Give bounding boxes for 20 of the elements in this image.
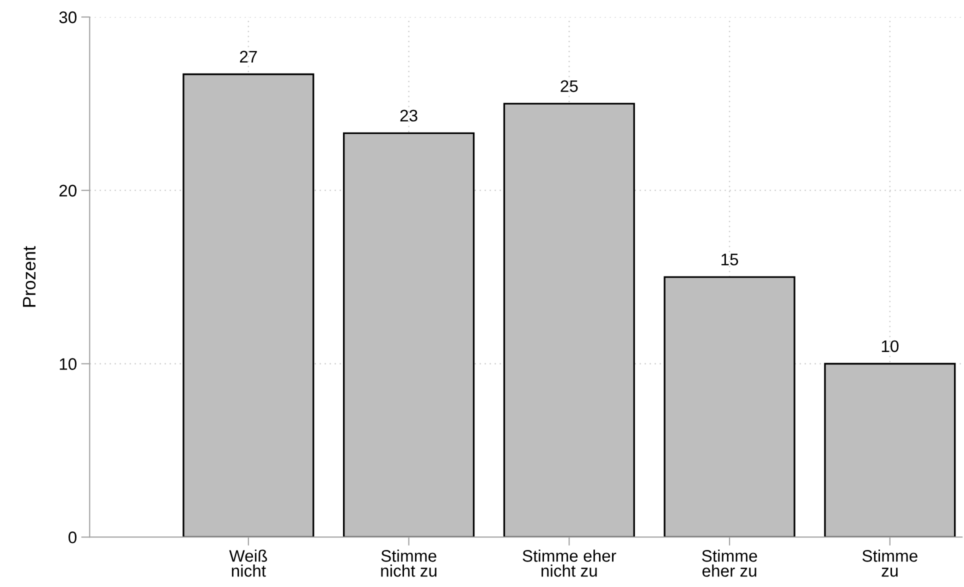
data-label: 25 bbox=[560, 80, 578, 92]
y-tick-label: 30 bbox=[59, 11, 76, 24]
bar bbox=[343, 132, 475, 538]
x-tick-label: Stimme zu bbox=[862, 550, 918, 577]
x-tick-label: Stimme eher nicht zu bbox=[522, 550, 616, 577]
y-tick-label: 0 bbox=[68, 532, 76, 544]
bar bbox=[824, 362, 956, 538]
x-tick-label: Stimme nicht zu bbox=[381, 550, 436, 577]
bar bbox=[664, 276, 796, 538]
data-label: 15 bbox=[722, 254, 738, 266]
y-axis-title: Prozent bbox=[23, 246, 36, 307]
y-tick-label: 20 bbox=[59, 184, 76, 197]
bar bbox=[503, 102, 635, 538]
y-tick-label: 10 bbox=[60, 358, 76, 370]
bar bbox=[182, 73, 314, 538]
data-label: 23 bbox=[400, 110, 418, 122]
data-label: 27 bbox=[240, 50, 257, 62]
x-tick-label: Weiß nicht bbox=[229, 550, 268, 577]
data-label: 10 bbox=[882, 340, 899, 352]
x-tick-label: Stimme eher zu bbox=[702, 550, 758, 577]
